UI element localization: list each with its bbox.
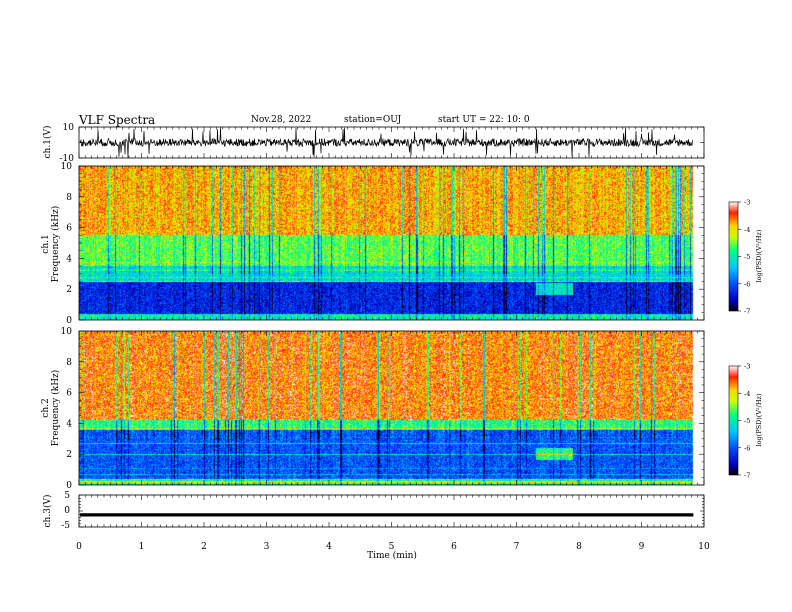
colorbar-tick-label: -5 xyxy=(744,253,750,261)
x-tick-label: 6 xyxy=(451,542,457,552)
ch3-ytick-mid: 0 xyxy=(64,506,70,516)
ch1-ytick-bottom: -10 xyxy=(60,154,75,164)
colorbar-tick-label: -4 xyxy=(744,226,750,234)
colorbar-tick-label: -6 xyxy=(744,280,750,288)
spec-ytick-label: 2 xyxy=(66,285,72,295)
ch1-spec-ylabel: ch.1 xyxy=(41,234,51,253)
spec-ytick-label: 8 xyxy=(66,358,72,368)
x-axis-label: Time (min) xyxy=(367,550,417,561)
x-tick-label: 0 xyxy=(76,542,82,552)
colorbar-tick-label: -7 xyxy=(744,308,750,316)
colorbar-tick-label: -6 xyxy=(744,444,750,452)
ch3-ytick-top: 5 xyxy=(64,491,70,501)
x-tick-label: 9 xyxy=(639,542,645,552)
colorbar-tick-label: -4 xyxy=(744,390,750,398)
spec-ytick-label: 6 xyxy=(66,224,72,234)
ch3-ytick-bottom: -5 xyxy=(61,521,70,531)
date-label: Nov.28, 2022 xyxy=(251,115,312,125)
x-tick-label: 5 xyxy=(389,542,395,552)
ch1-spec-ylabel-freq: Frequency (kHz) xyxy=(50,206,61,283)
spec-ytick-label: 2 xyxy=(66,450,72,460)
colorbar-tick-label: -3 xyxy=(744,199,750,207)
ch2-colorbar xyxy=(728,365,739,476)
ch1-waveform-trace xyxy=(79,127,694,158)
ch2-spectrogram-image xyxy=(79,331,704,485)
x-tick-label: 3 xyxy=(264,542,270,552)
spec-ytick-label: 6 xyxy=(66,389,72,399)
spec-ytick-label: 4 xyxy=(66,254,72,264)
x-tick-label: 7 xyxy=(514,542,520,552)
start-time-label: start UT = 22: 10: 0 xyxy=(438,115,530,125)
ch1-colorbar xyxy=(728,201,739,312)
spec-ytick-label: 10 xyxy=(61,162,73,172)
colorbar-tick-label: -3 xyxy=(744,363,750,371)
ch3-waveform-panel: ch.3(V) 5 0 -5 0 1 2 3 4 5 6 7 8 9 10 Time (min) xyxy=(42,491,710,561)
spec-ytick-label: 0 xyxy=(66,316,72,326)
plot-title: VLF Spectra xyxy=(79,113,156,127)
ch1-spectrogram-image xyxy=(79,166,704,320)
ch1-waveform-ylabel: ch.1(V) xyxy=(42,126,53,159)
ch2-spec-ylabel: ch.2 xyxy=(41,398,51,417)
x-tick-label: 4 xyxy=(326,542,332,552)
ch3-waveform-ylabel: ch.3(V) xyxy=(42,495,53,528)
station-label: station=OUJ xyxy=(344,115,402,125)
spec-ytick-label: 10 xyxy=(61,327,73,337)
spec-ytick-label: 8 xyxy=(66,193,72,203)
x-tick-label: 8 xyxy=(576,542,582,552)
ch2-colorbar-label: log(PSD)(V²/Hz) xyxy=(755,393,763,446)
x-tick-label: 2 xyxy=(201,542,207,552)
colorbar-tick-label: -5 xyxy=(744,417,750,425)
ch1-ytick-top: 10 xyxy=(63,123,75,133)
spec-ytick-label: 0 xyxy=(66,481,72,491)
colorbar-tick-label: -7 xyxy=(744,472,750,480)
ch2-spec-ylabel-freq: Frequency (kHz) xyxy=(50,370,61,447)
x-tick-label: 1 xyxy=(139,542,145,552)
ch1-colorbar-label: log(PSD)(V²/Hz) xyxy=(755,229,763,282)
x-tick-label: 10 xyxy=(698,542,710,552)
spec-ytick-label: 4 xyxy=(66,419,72,429)
ch1-waveform-panel: ch.1(V) 10 -10 xyxy=(42,123,74,164)
